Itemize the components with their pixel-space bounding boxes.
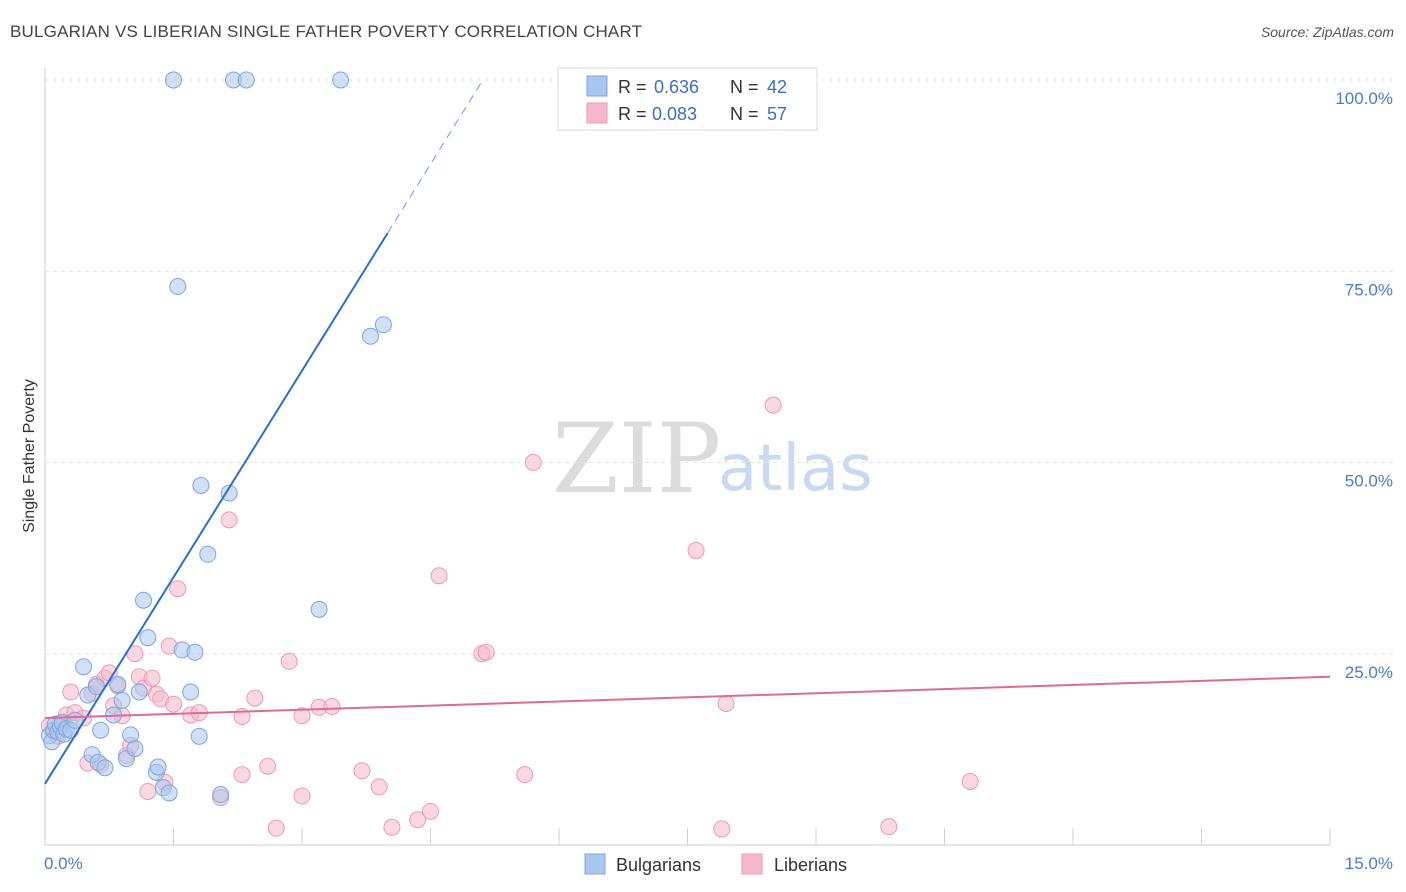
legend-swatch-bulgarians (586, 75, 608, 97)
legend-r-value-1: 0.636 (654, 77, 699, 97)
y-tick-label-3: 100.0% (1335, 89, 1393, 108)
bulgarians-point-26 (139, 629, 157, 647)
liberians-point-49 (430, 567, 448, 585)
x-tick-label-1: 15.0% (1345, 854, 1393, 873)
bulgarians-point-42 (237, 71, 255, 89)
liberians-point-36 (246, 689, 264, 707)
bulgarians-point-37 (192, 476, 210, 494)
axes (44, 68, 1331, 846)
bulgarians-point-45 (362, 327, 380, 345)
liberians-trend-line (44, 675, 1331, 720)
bulgarians-point-31 (165, 71, 182, 89)
liberians-point-29 (169, 580, 187, 598)
bulgarians-point-43 (310, 600, 328, 618)
liberians-point-45 (370, 778, 388, 796)
legend-n-label-2: N = (730, 104, 759, 124)
legend-n-label-1: N = (730, 77, 759, 97)
bulgarians-point-34 (182, 683, 200, 701)
watermark-zip: ZIP (552, 403, 721, 515)
liberians-point-56 (717, 694, 735, 712)
bulgarians-point-23 (126, 740, 144, 758)
liberians-point-51 (477, 643, 495, 661)
liberians-point-53 (524, 454, 542, 471)
bulgarians-point-30 (160, 784, 178, 802)
bulgarians-point-40 (220, 484, 238, 502)
bulgarians-point-32 (169, 278, 187, 296)
legend-n-value-1: 42 (767, 77, 787, 97)
liberians-point-48 (422, 802, 439, 820)
liberians-point-28 (165, 695, 182, 713)
bulgarians-point-25 (135, 591, 153, 609)
correlation-legend: R = 0.636 N = 42 R = 0.083 N = 57 (557, 67, 818, 131)
watermark-atlas: atlas (718, 432, 873, 506)
liberians-point-59 (961, 773, 979, 791)
liberians-point-54 (687, 541, 705, 559)
bottom-legend-liberians: Liberians (774, 855, 847, 875)
bulgarians-point-19 (109, 675, 127, 693)
chart-title: BULGARIAN VS LIBERIAN SINGLE FATHER POVE… (10, 22, 643, 41)
bulgarians-point-36 (190, 727, 208, 745)
legend-n-value-2: 57 (767, 104, 787, 124)
bulgarians-trend-line (44, 232, 389, 785)
bulgarians-point-20 (113, 691, 131, 709)
bulgarians-point-46 (374, 316, 392, 334)
liberians-point-55 (713, 820, 731, 838)
bulgarians-point-17 (96, 759, 114, 777)
y-tick-label-0: 25.0% (1345, 663, 1393, 682)
bulgarians-point-16 (92, 721, 110, 739)
liberians-point-35 (233, 766, 251, 784)
series-legend: Bulgarians Liberians (584, 853, 847, 875)
source-label: Source: ZipAtlas.com (1260, 24, 1394, 40)
liberians-point-47 (409, 811, 427, 829)
gridlines (45, 79, 1395, 655)
liberians-point-22 (139, 782, 157, 800)
liberians-point-37 (259, 757, 277, 775)
bottom-legend-bulgarians: Bulgarians (616, 855, 701, 875)
bulgarians-trend-extension (387, 81, 483, 234)
trend-lines (44, 81, 1331, 785)
liberians-point-40 (293, 787, 311, 805)
liberians-point-41 (293, 707, 311, 725)
legend-r-label-1: R = (618, 77, 647, 97)
bulgarians-point-11 (75, 658, 93, 676)
bulgarians-point-35 (186, 643, 204, 661)
liberians-point-52 (516, 766, 534, 784)
liberians-point-33 (220, 511, 238, 529)
x-tick-labels: 0.0% 15.0% (44, 854, 1393, 873)
liberians-point-5 (62, 683, 80, 701)
y-tick-label-2: 75.0% (1345, 280, 1393, 299)
liberians-point-43 (323, 698, 341, 716)
bulgarians-point-38 (199, 545, 217, 563)
liberians-point-39 (280, 652, 298, 670)
bottom-legend-swatch-bulgarians (584, 853, 606, 875)
y-tick-labels: 25.0% 50.0% 75.0% 100.0% (1335, 89, 1393, 682)
liberians-point-46 (383, 818, 401, 836)
bulgarians-point-24 (130, 683, 148, 701)
bulgarians-points (40, 71, 392, 804)
legend-r-value-2: 0.083 (652, 104, 697, 124)
bottom-legend-swatch-liberians (741, 853, 763, 875)
liberians-point-23 (143, 669, 161, 687)
bulgarians-point-28 (149, 758, 167, 776)
legend-swatch-liberians (586, 102, 608, 124)
liberians-point-38 (267, 819, 285, 837)
bulgarians-point-44 (332, 71, 350, 89)
legend-r-label-2: R = (618, 104, 647, 124)
bulgarians-point-39 (212, 786, 230, 804)
y-tick-label-1: 50.0% (1345, 472, 1393, 491)
y-axis-label: Single Father Poverty (21, 379, 38, 533)
liberians-point-57 (764, 396, 782, 414)
liberians-point-44 (353, 762, 371, 780)
x-tick-label-0: 0.0% (44, 854, 83, 873)
liberians-point-58 (880, 818, 898, 836)
